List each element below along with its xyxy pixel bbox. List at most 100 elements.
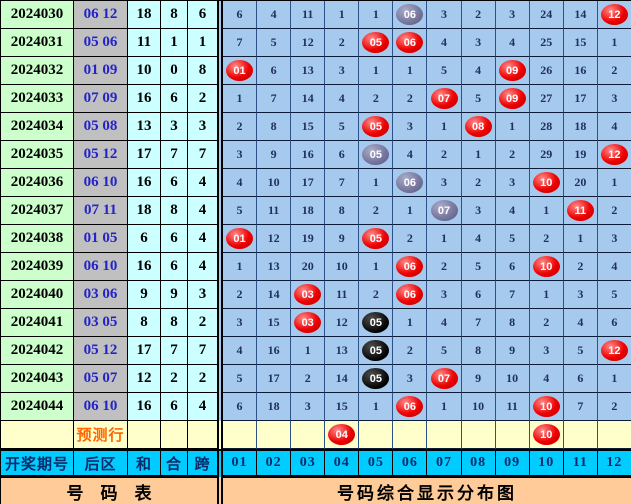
period-cell: 2024039 bbox=[1, 253, 74, 281]
grid-cell: 3 bbox=[495, 169, 530, 197]
span-cell: 4 bbox=[188, 253, 217, 281]
back-zone-cell: 05 07 bbox=[74, 365, 128, 393]
number-ball-red: 06 bbox=[396, 284, 424, 305]
grid-cell: 2 bbox=[427, 253, 462, 281]
span-cell: 2 bbox=[188, 85, 217, 113]
grid-cell: 4 bbox=[257, 1, 292, 29]
grid-cell: 10 bbox=[529, 393, 564, 421]
grid-cell: 4 bbox=[529, 365, 564, 393]
draw-row: 2024032 01 09 10 0 8 01 6 13 3 1 1 5 4 09 26 16 2 bbox=[1, 57, 631, 85]
sum-tail-cell: 6 bbox=[161, 393, 188, 421]
grid-cell: 4 bbox=[597, 113, 631, 141]
grid-cell: 10 bbox=[257, 169, 292, 197]
column-header-09: 09 bbox=[495, 449, 530, 477]
grid-cell: 7 bbox=[257, 85, 292, 113]
span-cell: 7 bbox=[188, 337, 217, 365]
number-ball-red: 10 bbox=[532, 256, 560, 277]
span-cell: 4 bbox=[188, 169, 217, 197]
grid-cell: 1 bbox=[359, 57, 394, 85]
number-ball-gray: 06 bbox=[396, 4, 424, 25]
grid-cell: 2 bbox=[359, 281, 394, 309]
grid-cell: 3 bbox=[597, 225, 631, 253]
period-cell: 2024033 bbox=[1, 85, 74, 113]
period-cell: 2024035 bbox=[1, 141, 74, 169]
grid-cell bbox=[461, 421, 496, 449]
grid-cell: 11 bbox=[257, 197, 292, 225]
sum-cell: 13 bbox=[128, 113, 161, 141]
grid-cell: 06 bbox=[393, 29, 428, 57]
number-ball-red: 01 bbox=[226, 60, 254, 81]
period-cell: 2024037 bbox=[1, 197, 74, 225]
grid-cell: 6 bbox=[597, 309, 631, 337]
grid-cell: 1 bbox=[359, 253, 394, 281]
draw-row: 2024034 05 08 13 3 3 2 8 15 5 05 3 1 08 1 28 18 4 bbox=[1, 113, 631, 141]
grid-cell: 14 bbox=[325, 365, 360, 393]
number-ball-gray: 06 bbox=[396, 172, 424, 193]
grid-cell: 1 bbox=[529, 281, 564, 309]
draw-row: 2024038 01 05 6 6 4 01 12 19 9 05 2 1 4 5 2 1 3 bbox=[1, 225, 631, 253]
sum-tail-cell: 7 bbox=[161, 337, 188, 365]
sum-cell: 17 bbox=[128, 337, 161, 365]
grid-cell: 4 bbox=[597, 253, 631, 281]
number-ball-red: 05 bbox=[362, 228, 390, 249]
grid-cell: 15 bbox=[563, 29, 598, 57]
grid-cell: 24 bbox=[529, 1, 564, 29]
grid-cell: 2 bbox=[461, 1, 496, 29]
grid-cell: 8 bbox=[495, 309, 530, 337]
period-cell: 2024038 bbox=[1, 225, 74, 253]
column-header-08: 08 bbox=[461, 449, 496, 477]
grid-cell: 17 bbox=[257, 365, 292, 393]
grid-cell: 1 bbox=[529, 197, 564, 225]
grid-cell: 1 bbox=[393, 197, 428, 225]
sum-tail-cell: 1 bbox=[161, 29, 188, 57]
column-header-07: 07 bbox=[427, 449, 462, 477]
grid-cell: 14 bbox=[563, 1, 598, 29]
grid-cell: 16 bbox=[257, 337, 292, 365]
grid-cell: 6 bbox=[223, 1, 258, 29]
back-zone-cell: 05 12 bbox=[74, 337, 128, 365]
sum-tail-cell: 9 bbox=[161, 281, 188, 309]
grid-cell: 29 bbox=[529, 141, 564, 169]
grid-cell bbox=[257, 421, 292, 449]
grid-cell: 4 bbox=[223, 337, 258, 365]
grid-cell: 10 bbox=[529, 421, 564, 449]
sum-cell: 16 bbox=[128, 393, 161, 421]
sum-cell: 16 bbox=[128, 169, 161, 197]
grid-cell: 5 bbox=[325, 113, 360, 141]
grid-cell: 6 bbox=[461, 281, 496, 309]
grid-cell: 16 bbox=[291, 141, 326, 169]
grid-cell: 8 bbox=[461, 337, 496, 365]
grid-cell: 5 bbox=[427, 57, 462, 85]
grid-cell: 7 bbox=[461, 309, 496, 337]
grid-cell: 5 bbox=[427, 337, 462, 365]
period-cell: 2024036 bbox=[1, 169, 74, 197]
number-ball-red: 10 bbox=[532, 424, 560, 445]
number-ball-red: 01 bbox=[226, 228, 254, 249]
back-zone-cell: 07 09 bbox=[74, 85, 128, 113]
grid-cell: 2 bbox=[597, 57, 631, 85]
grid-cell bbox=[359, 421, 394, 449]
grid-cell: 2 bbox=[597, 197, 631, 225]
table-chart-divider bbox=[217, 421, 223, 449]
back-zone-cell: 06 10 bbox=[74, 169, 128, 197]
grid-cell: 4 bbox=[495, 29, 530, 57]
grid-cell bbox=[223, 421, 258, 449]
grid-cell: 6 bbox=[325, 141, 360, 169]
sum-tail-cell: 6 bbox=[161, 169, 188, 197]
prediction-span-cell bbox=[188, 421, 217, 449]
grid-cell: 12 bbox=[325, 309, 360, 337]
grid-cell: 16 bbox=[563, 57, 598, 85]
number-ball-red: 12 bbox=[600, 144, 628, 165]
grid-cell: 4 bbox=[393, 141, 428, 169]
grid-cell: 3 bbox=[495, 1, 530, 29]
grid-cell: 12 bbox=[257, 225, 292, 253]
back-zone-cell: 03 06 bbox=[74, 281, 128, 309]
footer-left-title: 号 码 表 bbox=[1, 477, 217, 504]
draw-row: 2024042 05 12 17 7 7 4 16 1 13 05 2 5 8 9 3 5 12 bbox=[1, 337, 631, 365]
grid-cell: 4 bbox=[461, 225, 496, 253]
column-header-01: 01 bbox=[223, 449, 258, 477]
grid-cell: 1 bbox=[427, 393, 462, 421]
grid-cell: 3 bbox=[529, 337, 564, 365]
grid-cell: 1 bbox=[563, 225, 598, 253]
grid-cell: 5 bbox=[597, 281, 631, 309]
